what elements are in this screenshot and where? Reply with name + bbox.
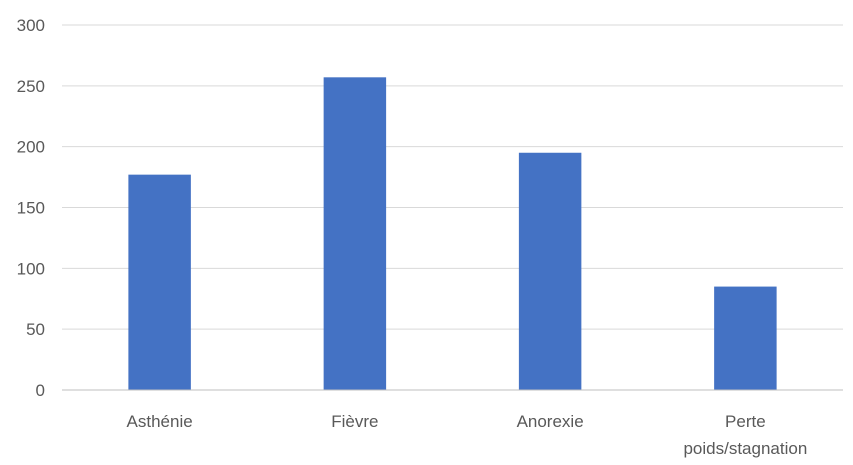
x-axis-category-labels: Asthénie Fièvre Anorexie Perte poids/stagnat…	[127, 412, 808, 458]
bar	[714, 286, 777, 390]
x-category-label-line: poids/stagnation	[683, 439, 807, 458]
x-category-label-line: Anorexie	[517, 412, 584, 431]
x-category-label-line: Fièvre	[331, 412, 378, 431]
bar	[323, 77, 387, 391]
x-category-label: Asthénie	[127, 412, 193, 431]
y-tick-label: 200	[17, 138, 45, 157]
bar	[128, 174, 191, 390]
y-tick-label: 250	[17, 77, 45, 96]
x-category-label-line: Perte	[725, 412, 766, 431]
bar	[518, 152, 582, 390]
bars	[128, 77, 777, 391]
gridlines	[62, 24, 843, 330]
y-tick-label: 50	[26, 320, 45, 339]
y-tick-label: 300	[17, 16, 45, 35]
y-axis-tick-labels: 0 50 100 150 200 250 300	[17, 16, 45, 400]
y-tick-label: 100	[17, 259, 45, 278]
y-tick-label: 150	[17, 199, 45, 218]
x-category-label: Anorexie	[517, 412, 584, 431]
x-category-label: Fièvre	[331, 412, 378, 431]
x-category-label: Perte poids/stagnation	[683, 412, 807, 458]
y-tick-label: 0	[36, 381, 45, 400]
x-category-label-line: Asthénie	[127, 412, 193, 431]
